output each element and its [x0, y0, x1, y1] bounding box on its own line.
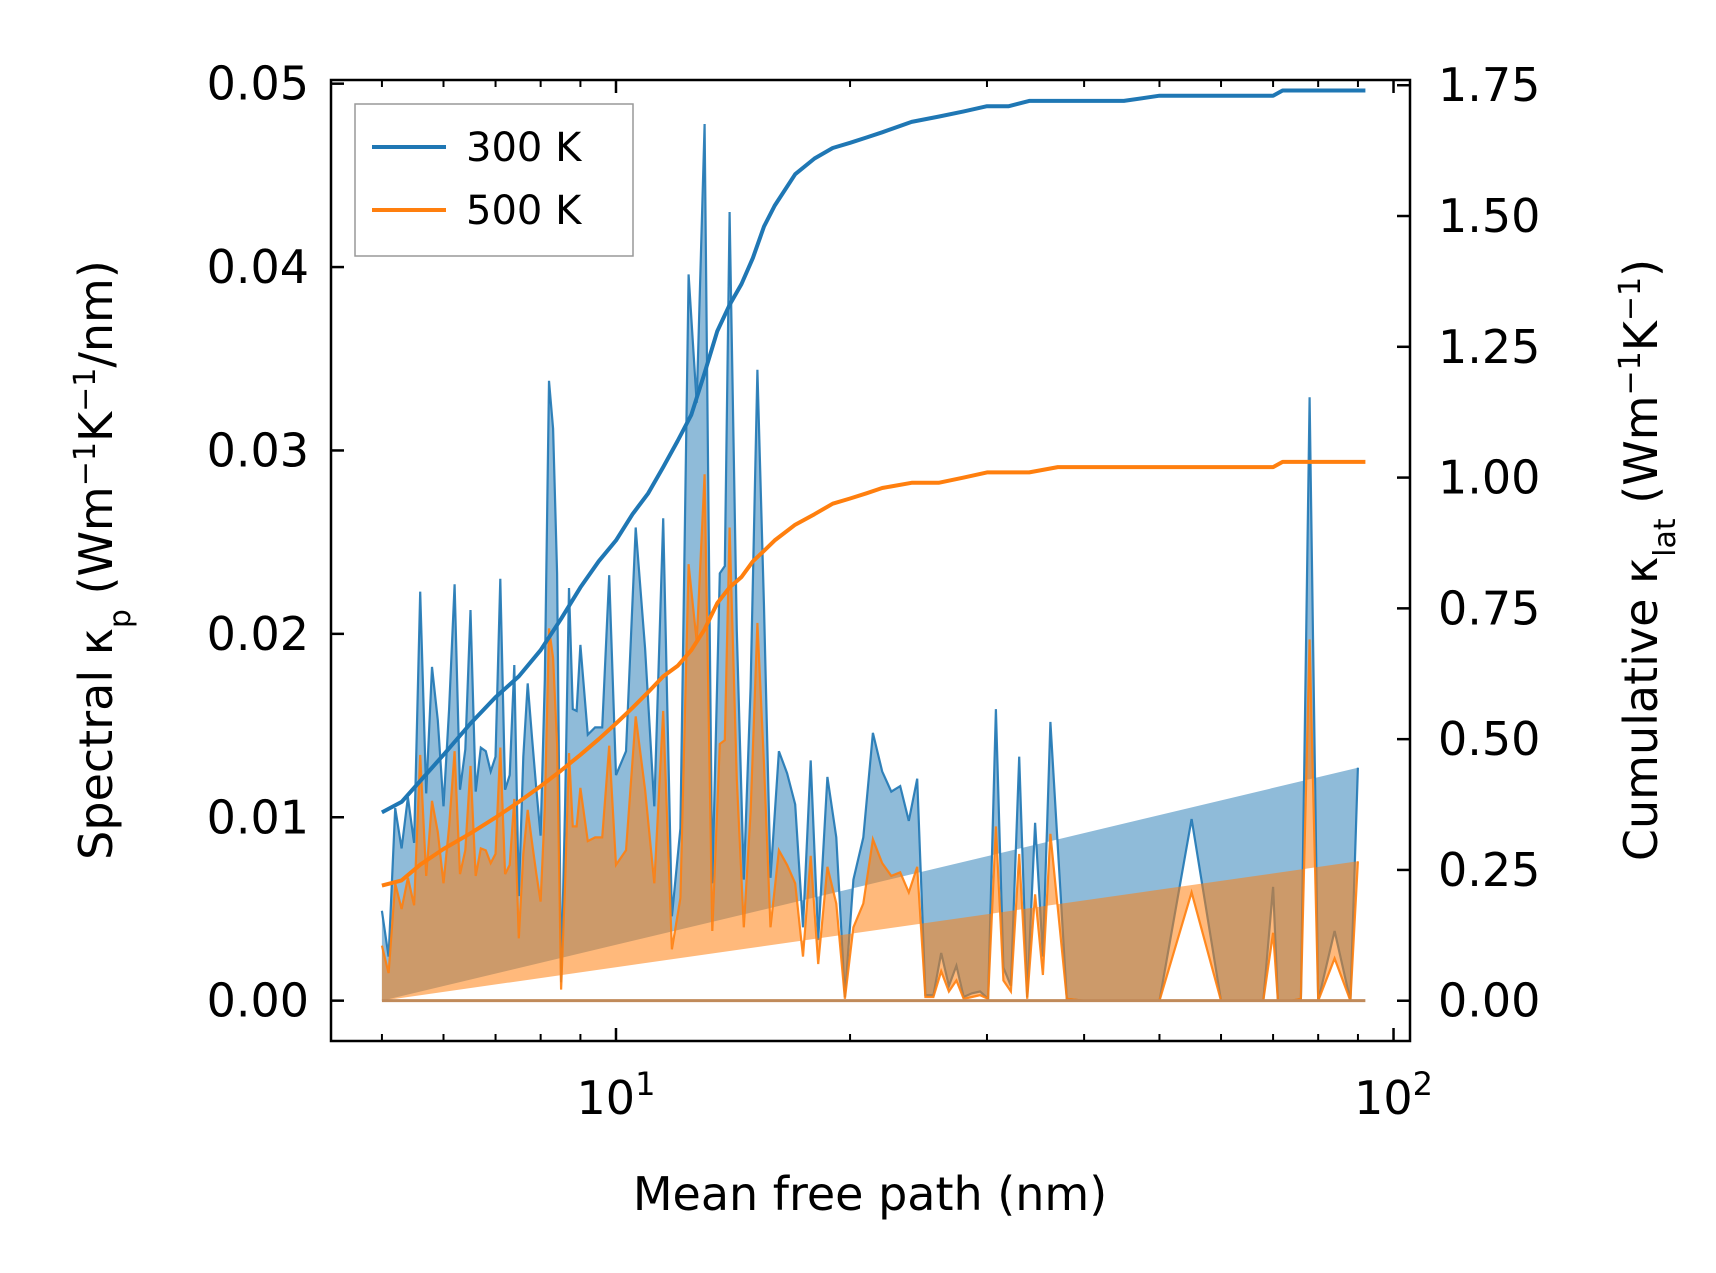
y-right-tick-label: 1.75 [1438, 58, 1540, 112]
y-right-tick-label: 1.25 [1438, 320, 1540, 374]
y-right-tick-label: 0.00 [1438, 974, 1540, 1028]
y-left-tick-label: 0.00 [207, 974, 309, 1028]
legend-label-500k: 500 K [466, 188, 583, 234]
x-tick-label: 101 [577, 1065, 656, 1125]
y-left-tick-label: 0.02 [207, 607, 309, 661]
y-left-axis-title: Spectral κp (Wm−1K−1/nm) [68, 260, 138, 860]
y-right-tick-label: 1.00 [1438, 451, 1540, 505]
x-axis-title: Mean free path (nm) [633, 1167, 1107, 1221]
y-left-tick-label: 0.03 [207, 423, 309, 477]
cumulative-line-0 [380, 88, 1366, 815]
y-left-tick-label: 0.05 [207, 57, 309, 111]
legend: 300 K 500 K [354, 103, 634, 257]
legend-label-300k: 300 K [466, 125, 583, 171]
axes-frame [329, 78, 1412, 1043]
legend-box [354, 103, 634, 257]
x-tick-label: 102 [1354, 1065, 1433, 1125]
spectral-area-0 [381, 124, 1358, 1001]
y-left-tick-label: 0.01 [207, 790, 309, 844]
axis-ticks [331, 80, 1410, 1041]
y-right-axis-title: Cumulative κlat (Wm−1K−1) [1613, 259, 1683, 861]
y-left-tick-label: 0.04 [207, 240, 309, 294]
y-right-tick-label: 0.25 [1438, 843, 1540, 897]
cumulative-lines [380, 88, 1366, 888]
plot-frame [329, 78, 1412, 1043]
y-right-tick-label: 0.50 [1438, 712, 1540, 766]
y-right-tick-label: 1.50 [1438, 189, 1540, 243]
y-right-tick-label: 0.75 [1438, 581, 1540, 635]
axis-tick-labels: 0.00 0.01 0.02 0.03 0.04 0.05 0.00 0.25 0.50 0.75… [207, 57, 1541, 1125]
spectral-area-1 [381, 474, 1358, 1001]
cumulative-line-1 [381, 459, 1366, 888]
